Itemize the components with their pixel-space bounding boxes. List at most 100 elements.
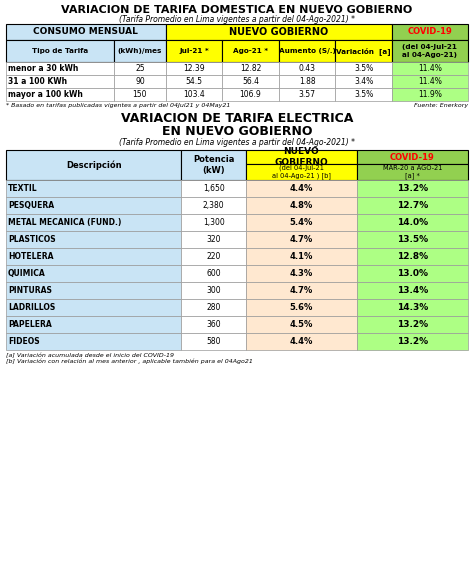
Bar bbox=[279, 88, 335, 101]
Bar bbox=[6, 40, 114, 62]
Text: 11.9%: 11.9% bbox=[418, 90, 442, 99]
Bar bbox=[6, 24, 166, 40]
Text: 1.88: 1.88 bbox=[299, 77, 315, 86]
Bar bbox=[114, 40, 166, 62]
Bar bbox=[6, 214, 182, 231]
Text: PAPELERA: PAPELERA bbox=[8, 320, 52, 329]
Bar bbox=[166, 24, 392, 40]
Text: (del 04-Jul-21
al 04-Ago-21 ) [b]: (del 04-Jul-21 al 04-Ago-21 ) [b] bbox=[272, 165, 331, 180]
Text: Potencia
(kW): Potencia (kW) bbox=[193, 155, 234, 175]
Bar bbox=[357, 299, 468, 316]
Bar bbox=[166, 88, 222, 101]
Bar bbox=[6, 316, 182, 333]
Text: 320: 320 bbox=[207, 235, 221, 244]
Text: PESQUERA: PESQUERA bbox=[8, 201, 54, 210]
Text: 103.4: 103.4 bbox=[183, 90, 205, 99]
Text: COVID-19: COVID-19 bbox=[390, 153, 435, 161]
Bar bbox=[246, 333, 357, 350]
Text: 106.9: 106.9 bbox=[240, 90, 261, 99]
Text: * Basado en tarifas publicadas vigentes a partir del 04Jul21 y 04May21: * Basado en tarifas publicadas vigentes … bbox=[6, 103, 230, 108]
Bar bbox=[182, 197, 246, 214]
Text: LADRILLOS: LADRILLOS bbox=[8, 303, 55, 312]
Text: 90: 90 bbox=[135, 77, 145, 86]
Bar bbox=[246, 248, 357, 265]
Text: 4.8%: 4.8% bbox=[290, 201, 313, 210]
Bar bbox=[246, 282, 357, 299]
Text: 1,650: 1,650 bbox=[203, 184, 225, 193]
Bar bbox=[166, 62, 222, 75]
Text: 150: 150 bbox=[133, 90, 147, 99]
Bar bbox=[6, 180, 182, 197]
Bar bbox=[335, 40, 392, 62]
Text: PINTURAS: PINTURAS bbox=[8, 286, 52, 295]
Bar bbox=[357, 248, 468, 265]
Text: 31 a 100 KWh: 31 a 100 KWh bbox=[8, 77, 67, 86]
Text: MAR-20 a AGO-21
[a] *: MAR-20 a AGO-21 [a] * bbox=[383, 165, 442, 179]
Text: 3.4%: 3.4% bbox=[354, 77, 373, 86]
Text: METAL MECANICA (FUND.): METAL MECANICA (FUND.) bbox=[8, 218, 121, 227]
Text: 25: 25 bbox=[135, 64, 145, 73]
Text: (Tarifa Promedio en Lima vigentes a partir del 04-Ago-2021) *: (Tarifa Promedio en Lima vigentes a part… bbox=[119, 14, 355, 23]
Text: 4.4%: 4.4% bbox=[290, 184, 313, 193]
Bar bbox=[357, 231, 468, 248]
Bar bbox=[392, 40, 468, 62]
Text: 300: 300 bbox=[206, 286, 221, 295]
Bar bbox=[182, 180, 246, 197]
Text: HOTELERA: HOTELERA bbox=[8, 252, 54, 261]
Bar bbox=[114, 62, 166, 75]
Text: 3.57: 3.57 bbox=[299, 90, 316, 99]
Bar bbox=[6, 265, 182, 282]
Bar bbox=[6, 88, 114, 101]
Bar bbox=[246, 150, 357, 164]
Bar bbox=[246, 164, 357, 180]
Bar bbox=[357, 265, 468, 282]
Text: 5.4%: 5.4% bbox=[290, 218, 313, 227]
Text: 12.7%: 12.7% bbox=[397, 201, 428, 210]
Text: QUIMICA: QUIMICA bbox=[8, 269, 46, 278]
Bar bbox=[166, 40, 222, 62]
Bar bbox=[279, 75, 335, 88]
Text: Aumento (S/.): Aumento (S/.) bbox=[279, 48, 336, 54]
Bar bbox=[335, 88, 392, 101]
Text: 11.4%: 11.4% bbox=[418, 64, 442, 73]
Bar bbox=[222, 75, 279, 88]
Text: 13.2%: 13.2% bbox=[397, 320, 428, 329]
Text: PLASTICOS: PLASTICOS bbox=[8, 235, 55, 244]
Bar bbox=[182, 231, 246, 248]
Text: Fuente: Enerkory: Fuente: Enerkory bbox=[414, 103, 468, 108]
Text: (kWh)/mes: (kWh)/mes bbox=[118, 48, 162, 54]
Bar bbox=[6, 333, 182, 350]
Bar bbox=[279, 62, 335, 75]
Bar bbox=[6, 282, 182, 299]
Bar bbox=[6, 299, 182, 316]
Bar bbox=[392, 75, 468, 88]
Text: 220: 220 bbox=[207, 252, 221, 261]
Bar bbox=[335, 75, 392, 88]
Bar bbox=[357, 197, 468, 214]
Bar bbox=[166, 75, 222, 88]
Text: CONSUMO MENSUAL: CONSUMO MENSUAL bbox=[34, 27, 138, 37]
Text: 54.5: 54.5 bbox=[185, 77, 202, 86]
Bar bbox=[392, 88, 468, 101]
Text: VARIACION DE TARIFA ELECTRICA: VARIACION DE TARIFA ELECTRICA bbox=[121, 112, 353, 125]
Bar bbox=[357, 333, 468, 350]
Bar bbox=[357, 164, 468, 180]
Text: 4.4%: 4.4% bbox=[290, 337, 313, 346]
Bar bbox=[6, 248, 182, 265]
Bar bbox=[246, 299, 357, 316]
Text: 280: 280 bbox=[207, 303, 221, 312]
Bar bbox=[246, 197, 357, 214]
Text: 3.5%: 3.5% bbox=[354, 90, 373, 99]
Text: COVID-19: COVID-19 bbox=[408, 27, 452, 37]
Bar bbox=[246, 316, 357, 333]
Bar bbox=[279, 40, 335, 62]
Bar bbox=[182, 248, 246, 265]
Text: Variación  [a]: Variación [a] bbox=[336, 47, 391, 55]
Text: menor a 30 kWh: menor a 30 kWh bbox=[8, 64, 78, 73]
Bar bbox=[357, 214, 468, 231]
Bar bbox=[182, 282, 246, 299]
Text: 12.82: 12.82 bbox=[240, 64, 261, 73]
Text: VARIACION DE TARIFA DOMESTICA EN NUEVO GOBIERNO: VARIACION DE TARIFA DOMESTICA EN NUEVO G… bbox=[61, 5, 413, 15]
Text: 1,300: 1,300 bbox=[203, 218, 225, 227]
Bar bbox=[6, 62, 114, 75]
